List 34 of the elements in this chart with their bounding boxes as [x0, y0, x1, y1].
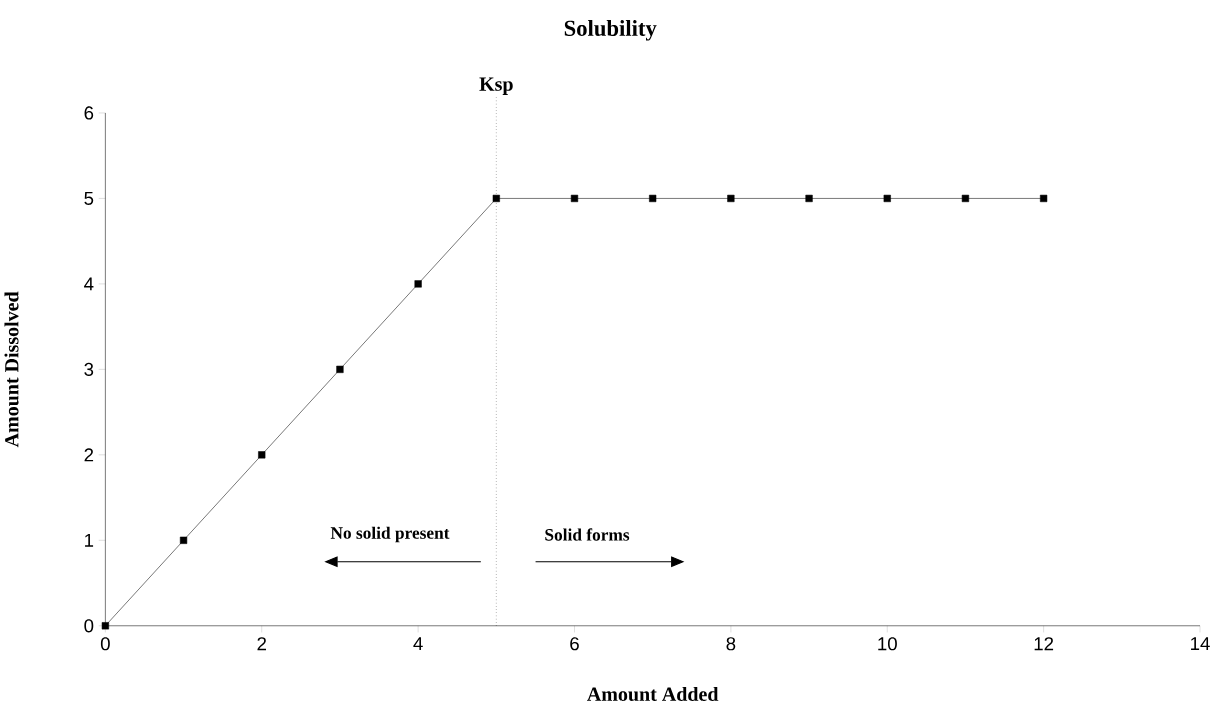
point	[649, 194, 657, 203]
y-tick-label: 4	[84, 277, 94, 291]
point	[179, 536, 188, 545]
point	[336, 365, 344, 374]
point	[727, 194, 735, 203]
y-axis-title: Amount Dissolved	[4, 291, 19, 448]
chart-title: Solubility	[564, 20, 657, 41]
ref-line-label: Ksp	[479, 77, 513, 96]
y-tick-label: 1	[85, 534, 94, 547]
x-axis-title: Amount Added	[587, 687, 719, 702]
x-tick-label: 0	[100, 637, 110, 651]
x-tick-label: 8	[726, 637, 736, 651]
y-tick-label: 0	[84, 619, 94, 633]
point	[570, 194, 579, 203]
annotation: No solid present	[330, 526, 450, 543]
x-tick-label: 4	[413, 637, 423, 651]
y-tick-label: 6	[84, 106, 94, 120]
y-tick-label: 3	[84, 362, 94, 377]
point	[414, 280, 422, 288]
x-tick-label: 2	[257, 637, 267, 651]
y-tick-label: 2	[84, 448, 94, 462]
point	[1040, 194, 1048, 203]
x-tick-label: 14	[1191, 637, 1210, 651]
x-tick-label: 12	[1034, 637, 1054, 651]
point	[258, 451, 266, 459]
point	[961, 194, 970, 203]
x-tick-label: 6	[570, 637, 579, 651]
y-tick-label: 5	[84, 192, 94, 206]
point	[492, 194, 500, 203]
point	[883, 194, 891, 203]
point	[101, 622, 109, 630]
point	[805, 194, 813, 203]
x-tick-label: 10	[878, 637, 897, 651]
annotation: Solid forms	[545, 528, 630, 541]
